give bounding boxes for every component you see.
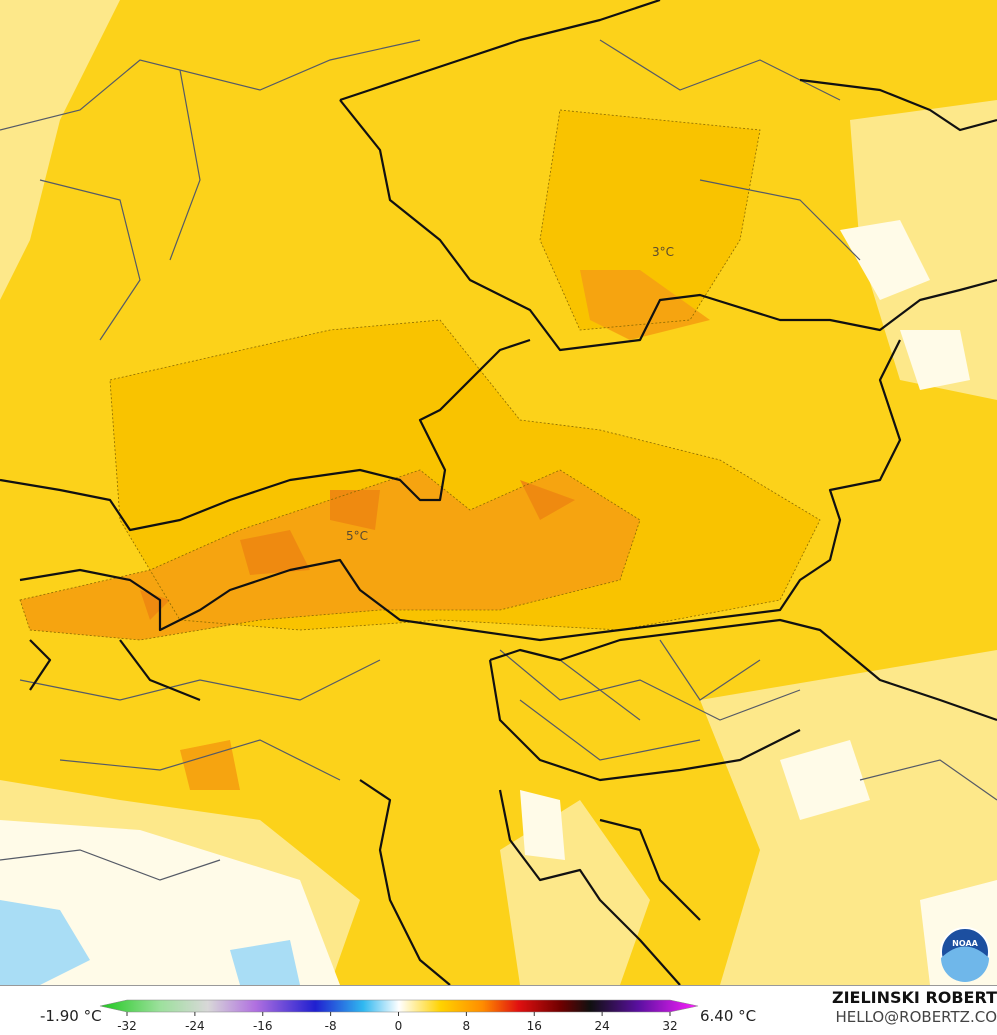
contour-label: 3°C [652,245,674,259]
country-border [0,338,531,532]
hot-area [20,270,710,790]
colorbar-tick-label: 32 [662,1019,677,1033]
colorbar-tick-label: 8 [463,1019,471,1033]
colorbar-tick-label: 16 [527,1019,542,1033]
contour-line [19,109,761,641]
contour-line [109,319,821,631]
colorbar-max-label: 6.40 °C [700,1007,756,1025]
map: 3°C 5°C NOAA [0,0,997,985]
colorbar: -1.90 °C 6.40 °C -32 -24 -16 -8 0 8 16 24 32 [40,999,756,1033]
country-border [339,99,997,352]
country-border [339,0,997,132]
coastline [359,779,701,985]
cold-area [0,900,300,985]
country-border [488,618,997,782]
colorbar-tick-label: 24 [594,1019,609,1033]
warm-area [110,110,820,630]
hottest-area [140,480,575,620]
colorbar-tick-label: -8 [325,1019,337,1033]
colorbar-tick-label: -24 [185,1019,205,1033]
contour-label: 5°C [346,529,368,543]
credit-email: HELLO@ROBERTZ.CO [835,1008,997,1026]
country-border [29,639,201,702]
credit-name: ZIELINSKI ROBERT [832,988,997,1007]
logo-text: NOAA [952,939,978,948]
country-border [19,339,902,642]
colorbar-min-label: -1.90 °C [40,1007,102,1025]
colorbar-tick-label: 0 [395,1019,403,1033]
region-border [0,39,997,881]
colorbar-ramp [99,999,699,1013]
colorbar-tick-label: -32 [117,1019,137,1033]
light-area [0,0,997,985]
colorbar-tick-label: -16 [253,1019,273,1033]
logo-wave [941,946,989,982]
noaa-logo: NOAA [940,927,990,982]
white-area [0,220,997,985]
